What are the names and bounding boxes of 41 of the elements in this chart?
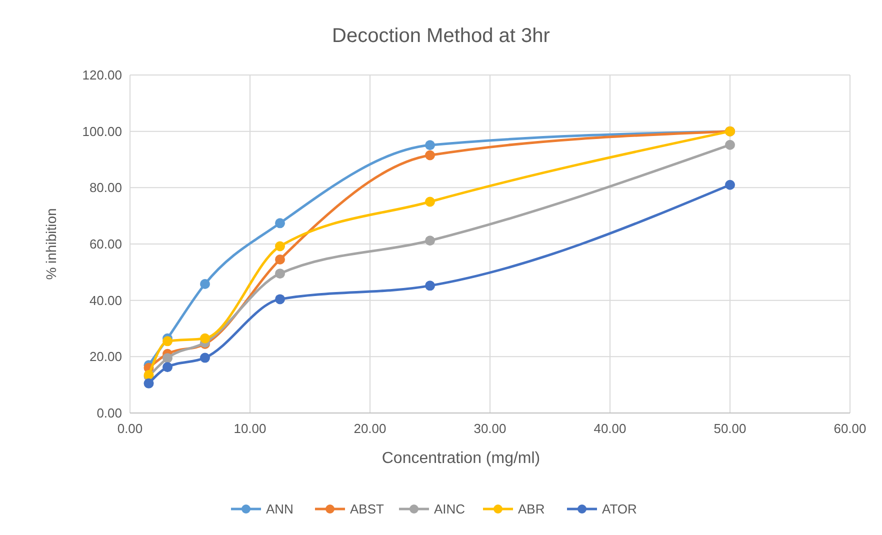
y-axis-title: % inhibition [43, 208, 59, 280]
point [275, 241, 285, 252]
x-tick-label: 0.00 [117, 421, 143, 436]
x-tick-label: 20.00 [354, 421, 386, 436]
point [725, 140, 735, 150]
legend-label: ANN [266, 502, 294, 517]
legend-label: ABST [350, 502, 384, 517]
point [425, 236, 435, 246]
point [275, 218, 285, 228]
point [275, 294, 285, 304]
y-tick-label: 80.00 [89, 180, 122, 196]
y-tick-label: 20.00 [89, 349, 122, 364]
legend-label: ATOR [602, 502, 637, 517]
point [425, 140, 435, 150]
y-tick-label: 0.00 [96, 406, 122, 421]
x-tick-label: 40.00 [594, 421, 626, 436]
chart-title: Decoction Method at 3hr [332, 25, 550, 47]
y-tick-label: 120.00 [82, 68, 122, 83]
x-axis-title: Concentration (mg/ml) [382, 450, 540, 467]
y-tick-label: 60.00 [89, 236, 122, 252]
point [275, 268, 285, 279]
point [162, 362, 172, 372]
x-tick-label: 10.00 [234, 421, 266, 436]
legend-label: ABR [518, 502, 545, 517]
point [162, 353, 172, 364]
point [200, 352, 210, 363]
point [162, 336, 172, 346]
point [144, 378, 154, 388]
point [200, 278, 210, 289]
x-tick-label: 30.00 [474, 421, 506, 436]
point [200, 333, 210, 344]
x-tick-label: 50.00 [714, 421, 746, 436]
y-tick-label: 100.00 [82, 124, 122, 139]
x-tick-label: 60.00 [834, 421, 866, 436]
point [275, 254, 285, 264]
y-tick-label: 40.00 [89, 292, 122, 308]
point [425, 280, 435, 291]
point [425, 196, 435, 207]
point [425, 150, 435, 160]
legend-label: AINC [434, 502, 466, 517]
point [725, 180, 735, 190]
